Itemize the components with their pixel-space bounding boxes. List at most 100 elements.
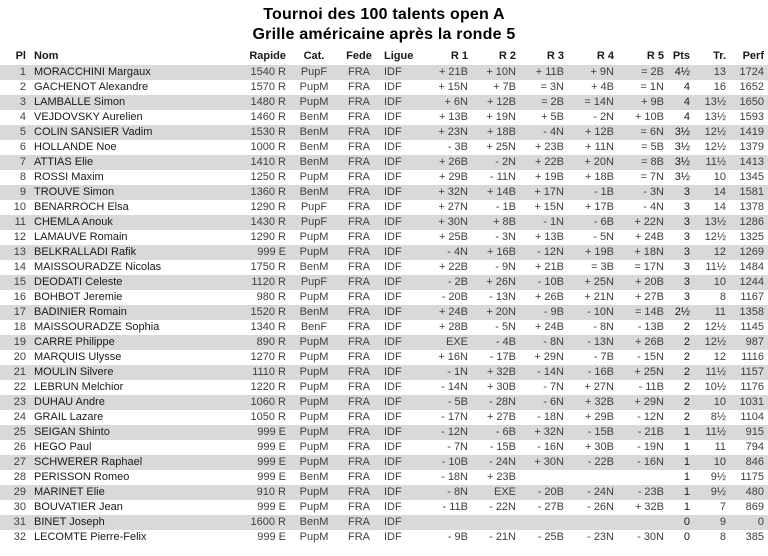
cell-federation: FRA	[348, 501, 370, 513]
cell-round-3: - 1N	[543, 216, 564, 228]
cell-federation: FRA	[348, 231, 370, 243]
cell-tiebreak: 11	[714, 441, 726, 453]
cell-tiebreak: 9½	[710, 471, 726, 483]
cell-round-4: - 2N	[593, 111, 614, 123]
cell-name: HEGO Paul	[34, 441, 92, 453]
cell-federation: FRA	[348, 306, 370, 318]
cell-rating: 1270 R	[250, 351, 286, 363]
cell-round-3: - 27B	[537, 501, 564, 513]
cell-round-3: - 10B	[537, 276, 564, 288]
cell-round-3: - 8N	[543, 336, 564, 348]
cell-category: BenM	[299, 126, 329, 138]
cell-round-4: + 21N	[584, 291, 614, 303]
cell-place: 4	[19, 111, 26, 123]
cell-round-2: + 20N	[486, 306, 516, 318]
cell-round-1: + 23N	[438, 126, 468, 138]
cell-category: PupM	[299, 531, 329, 543]
cell-round-3: - 18N	[537, 411, 564, 423]
cell-points: 1	[683, 441, 690, 453]
table-row: 3 LAMBALLE Simon 1480 R PupM FRA IDF + 6N + 12B…	[0, 95, 768, 110]
cell-federation: FRA	[348, 171, 370, 183]
cell-points: 2½	[674, 306, 690, 318]
cell-round-1: + 6N	[444, 96, 468, 108]
cell-round-1: + 27N	[438, 201, 468, 213]
cell-category: BenM	[299, 261, 329, 273]
cell-name: SCHWERER Raphael	[34, 456, 143, 468]
cell-performance: 1650	[739, 96, 764, 108]
cell-round-2: - 15B	[489, 441, 516, 453]
table-row: 9 TROUVE Simon 1360 R BenM FRA IDF + 32N + 14B +…	[0, 185, 768, 200]
cell-round-2: - 4B	[495, 336, 516, 348]
cell-round-4: + 29B	[584, 411, 614, 423]
cell-federation: FRA	[348, 531, 370, 543]
table-row: 30 BOUVATIER Jean 999 E PupM FRA IDF - 11B - 22…	[0, 500, 768, 515]
cell-round-2: + 14B	[486, 186, 516, 198]
cell-rating: 910 R	[256, 486, 286, 498]
cell-round-5: - 13B	[637, 321, 664, 333]
cell-place: 12	[13, 231, 26, 243]
column-header-league: Ligue	[384, 50, 414, 62]
cell-performance: 1175	[740, 471, 764, 483]
cell-place: 9	[19, 186, 26, 198]
cell-league: IDF	[384, 516, 402, 528]
cell-place: 30	[13, 501, 26, 513]
cell-category: PupM	[299, 456, 329, 468]
cell-performance: 1358	[739, 306, 764, 318]
cell-round-4: - 23N	[587, 531, 614, 543]
cell-tiebreak: 11½	[705, 366, 726, 378]
cell-round-5: - 15N	[637, 351, 664, 363]
cell-rating: 1750 R	[250, 261, 286, 273]
cell-place: 21	[13, 366, 26, 378]
cell-performance: 1325	[739, 231, 764, 243]
cell-category: PupM	[299, 291, 329, 303]
cell-round-1: - 11B	[442, 501, 468, 513]
cell-name: DUHAU Andre	[34, 396, 105, 408]
cell-round-2: + 19N	[486, 111, 516, 123]
cell-federation: FRA	[348, 201, 370, 213]
cell-performance: 1378	[739, 201, 764, 213]
cell-performance: 1581	[739, 186, 764, 198]
cell-round-4: + 9N	[590, 66, 614, 78]
table-row: 25 SEIGAN Shinto 999 E PupM FRA IDF - 12N - 6B +…	[0, 425, 768, 440]
cell-round-2: + 8B	[493, 216, 516, 228]
cell-rating: 1000 R	[250, 141, 286, 153]
cell-round-4: + 19B	[584, 246, 614, 258]
cell-round-2: - 11N	[489, 171, 516, 183]
table-row: 32 LECOMTE Pierre-Felix 999 E PupM FRA IDF - 9…	[0, 530, 768, 545]
cell-rating: 1410 R	[250, 156, 286, 168]
cell-name: ATTIAS Elie	[34, 156, 94, 168]
cell-federation: FRA	[348, 141, 370, 153]
cell-round-2: - 6B	[495, 426, 516, 438]
cell-federation: FRA	[348, 261, 370, 273]
cell-place: 14	[13, 261, 26, 273]
cell-points: 2	[683, 396, 690, 408]
cell-round-4: - 6B	[593, 216, 614, 228]
cell-round-4: + 12B	[584, 126, 614, 138]
cell-league: IDF	[384, 396, 402, 408]
cell-category: PupM	[299, 441, 329, 453]
cell-performance: 869	[745, 501, 764, 513]
cell-federation: FRA	[348, 516, 370, 528]
cell-round-2: + 23B	[486, 471, 516, 483]
cell-federation: FRA	[348, 411, 370, 423]
table-row: 19 CARRE Philippe 890 R PupM FRA IDF EXE - 4B - …	[0, 335, 768, 350]
cell-round-5: + 22N	[634, 216, 664, 228]
cell-tiebreak: 8	[719, 531, 726, 543]
cell-league: IDF	[384, 126, 402, 138]
cell-name: ROSSI Maxim	[34, 171, 104, 183]
cell-round-3: = 3N	[540, 81, 564, 93]
column-header-performance: Perf	[742, 50, 764, 62]
cell-points: 2	[683, 321, 690, 333]
cell-name: MARINET Elie	[34, 486, 105, 498]
column-header-name: Nom	[34, 50, 59, 62]
cell-rating: 999 E	[257, 531, 286, 543]
cell-round-1: - 7N	[447, 441, 468, 453]
cell-rating: 1600 R	[250, 516, 286, 528]
cell-league: IDF	[384, 261, 402, 273]
cell-round-2: + 10N	[486, 66, 516, 78]
cell-tiebreak: 10	[713, 456, 726, 468]
cell-league: IDF	[384, 171, 402, 183]
cell-league: IDF	[384, 216, 402, 228]
cell-round-1: + 13B	[438, 111, 468, 123]
cell-category: BenM	[299, 306, 329, 318]
